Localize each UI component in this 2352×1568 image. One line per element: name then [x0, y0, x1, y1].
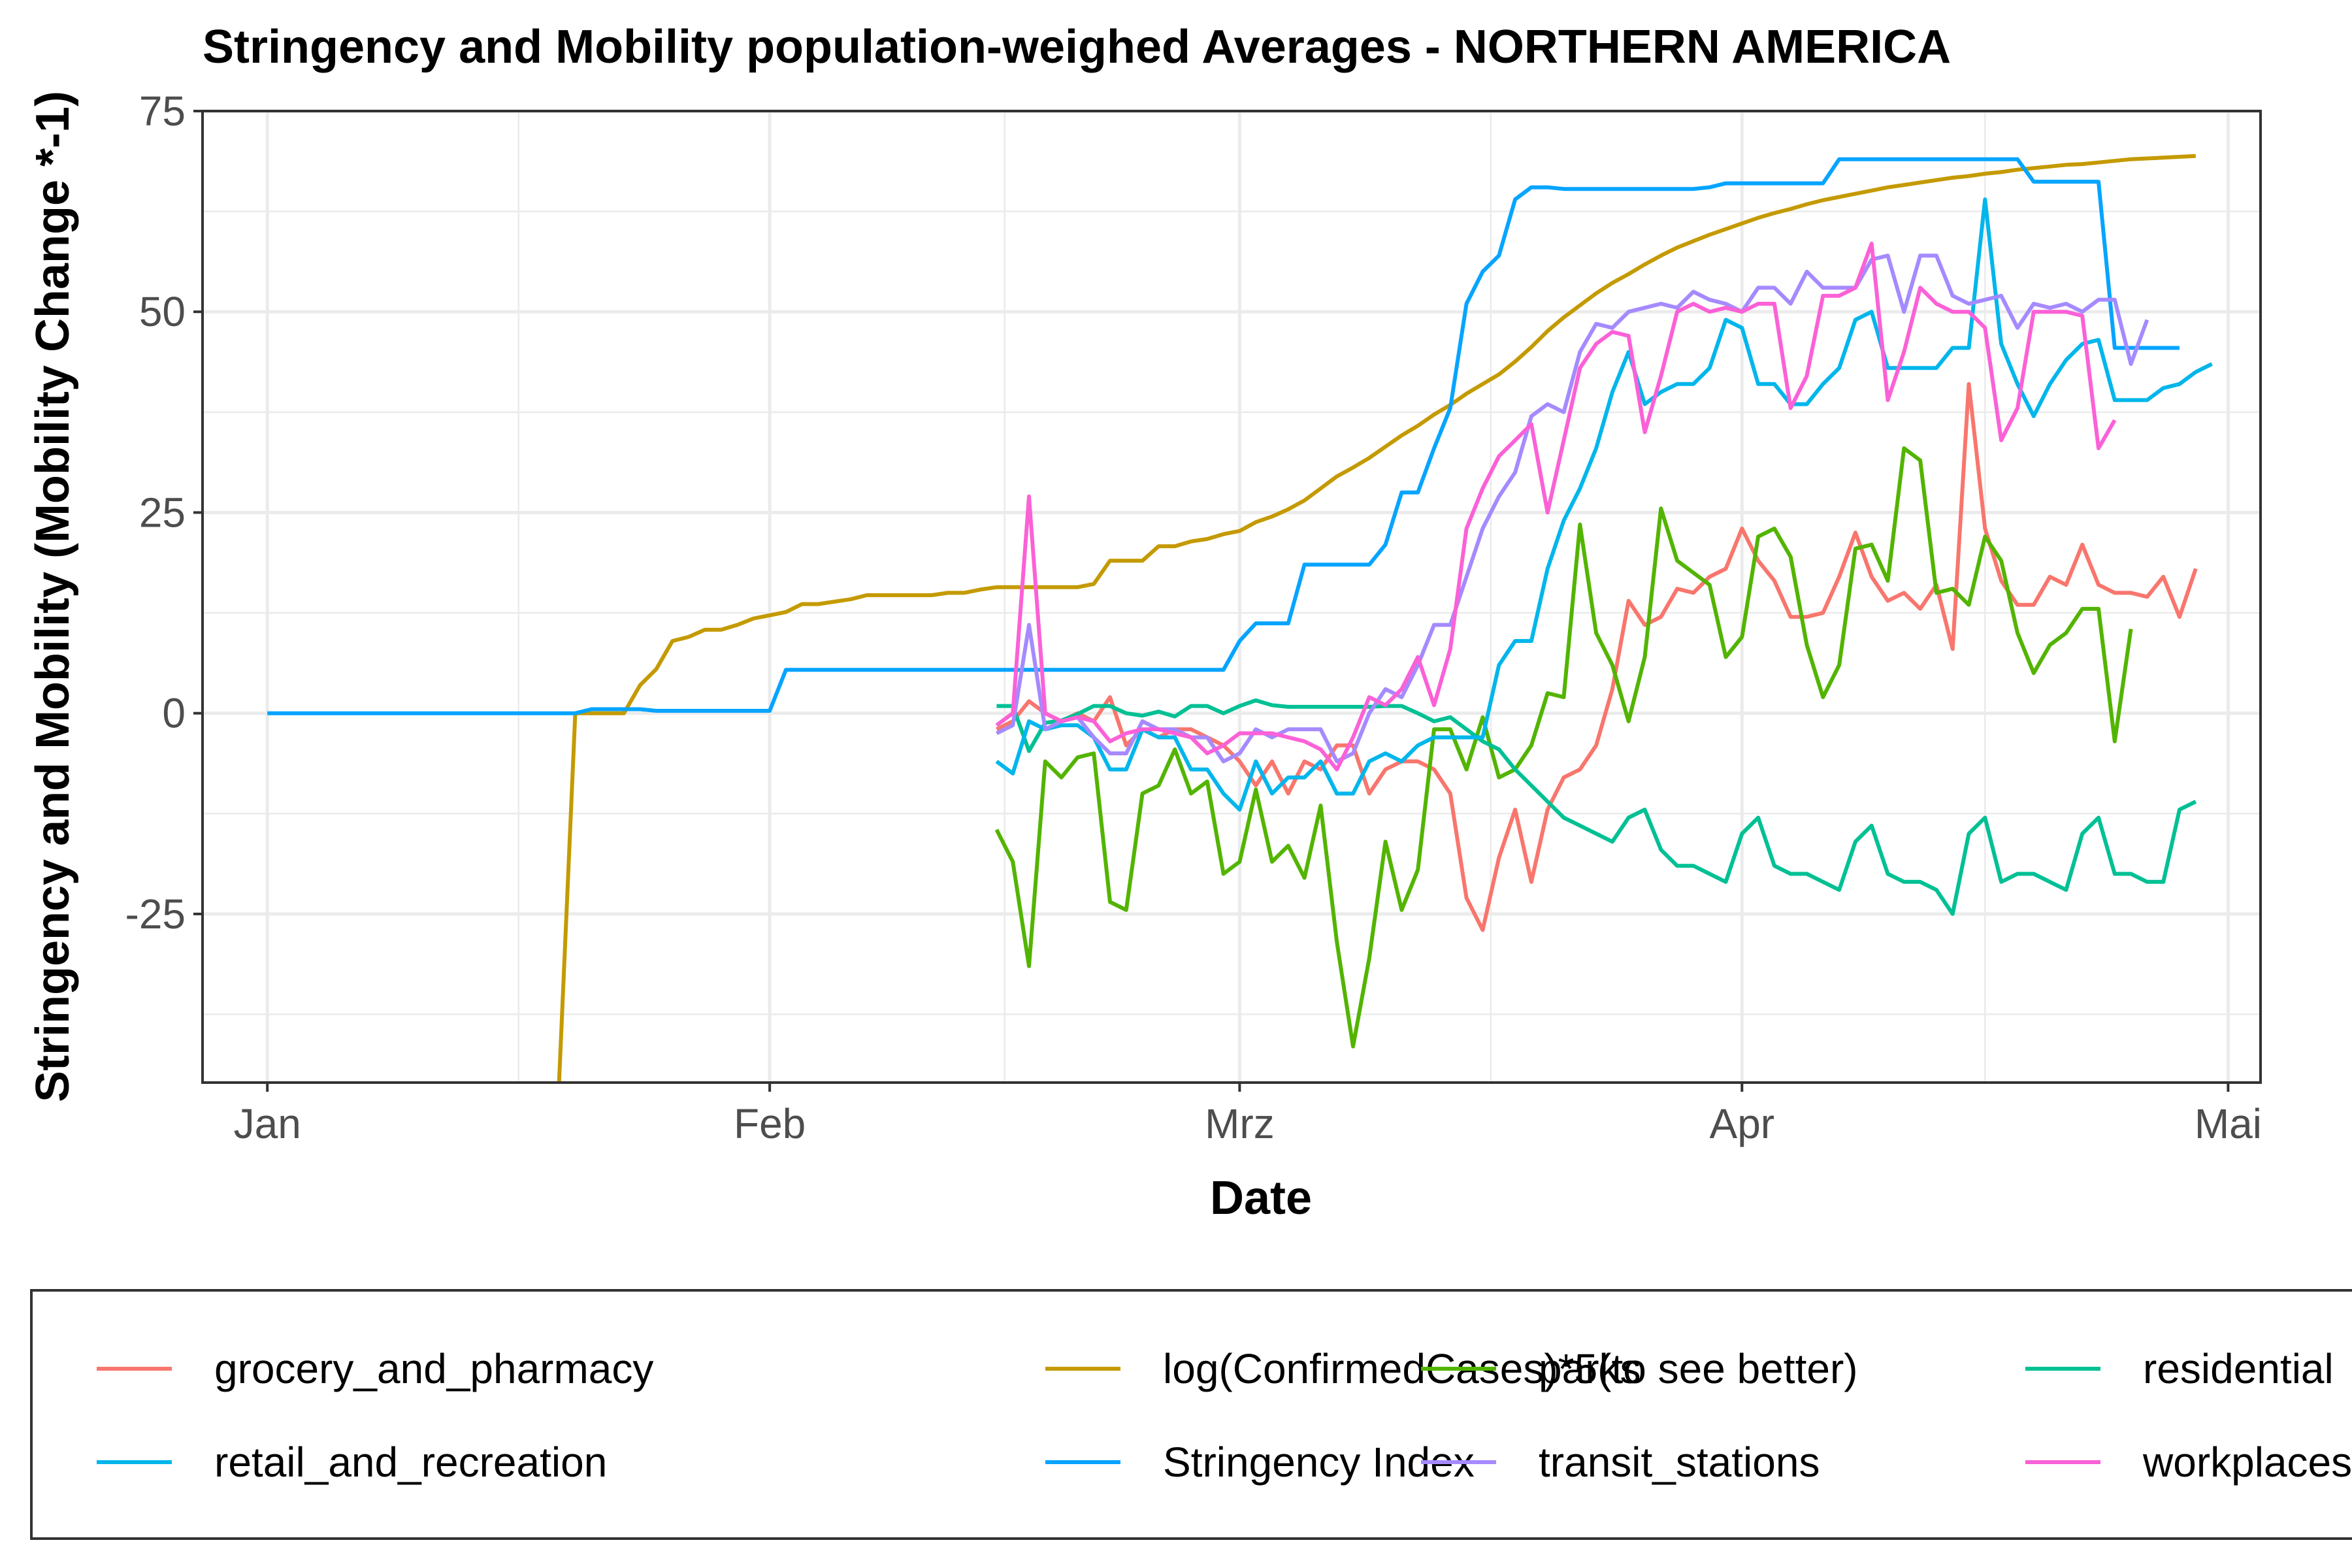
legend-label: transit_stations — [1539, 1439, 1820, 1486]
legend-label: residential — [2143, 1345, 2334, 1392]
legend: grocery_and_pharmacy log(ConfirmedCases)*… — [97, 1345, 2352, 1486]
x-axis-title: Date — [1210, 1172, 1312, 1224]
x-tick-label: Feb — [734, 1100, 806, 1147]
y-tick-label: 75 — [139, 88, 186, 135]
series-line-stringency-index — [267, 157, 2180, 715]
y-tick-label: 50 — [139, 288, 186, 335]
series-line-parks — [994, 446, 2133, 1049]
series-layer — [267, 154, 2213, 1083]
x-tick-label: Apr — [1710, 1100, 1775, 1147]
series-line-workplaces — [995, 241, 2117, 772]
chart-title: Stringency and Mobility population-weigh… — [203, 21, 1951, 73]
series-line-residential — [996, 698, 2197, 916]
legend-label: workplaces — [2142, 1439, 2352, 1486]
y-tick-label: 0 — [162, 690, 186, 737]
y-tick-label: -25 — [125, 890, 186, 938]
x-tick-label: Jan — [234, 1100, 301, 1147]
x-tick-label: Mai — [2195, 1100, 2262, 1147]
x-axis: Jan Feb Mrz Apr Mai — [234, 1083, 2262, 1147]
y-axis: -25 0 25 50 75 — [125, 88, 203, 938]
series-line-log-confirmedcases-5-to-see-better — [557, 154, 2196, 1083]
y-tick-label: 25 — [139, 489, 186, 536]
legend-label: grocery_and_pharmacy — [214, 1345, 653, 1392]
legend-label: retail_and_recreation — [214, 1439, 607, 1486]
legend-label: parks — [1539, 1345, 1641, 1392]
series-line-grocery-and-pharmacy — [996, 382, 2198, 932]
series-line-retail-and-recreation — [995, 197, 2213, 812]
y-axis-title: Stringency and Mobility (Mobility Change… — [27, 91, 79, 1102]
legend-label: log(ConfirmedCases)*5(to see better) — [1163, 1345, 1858, 1392]
plot-panel-border — [201, 110, 2262, 1084]
x-tick-label: Mrz — [1205, 1100, 1275, 1147]
legend-box — [30, 1289, 2352, 1540]
